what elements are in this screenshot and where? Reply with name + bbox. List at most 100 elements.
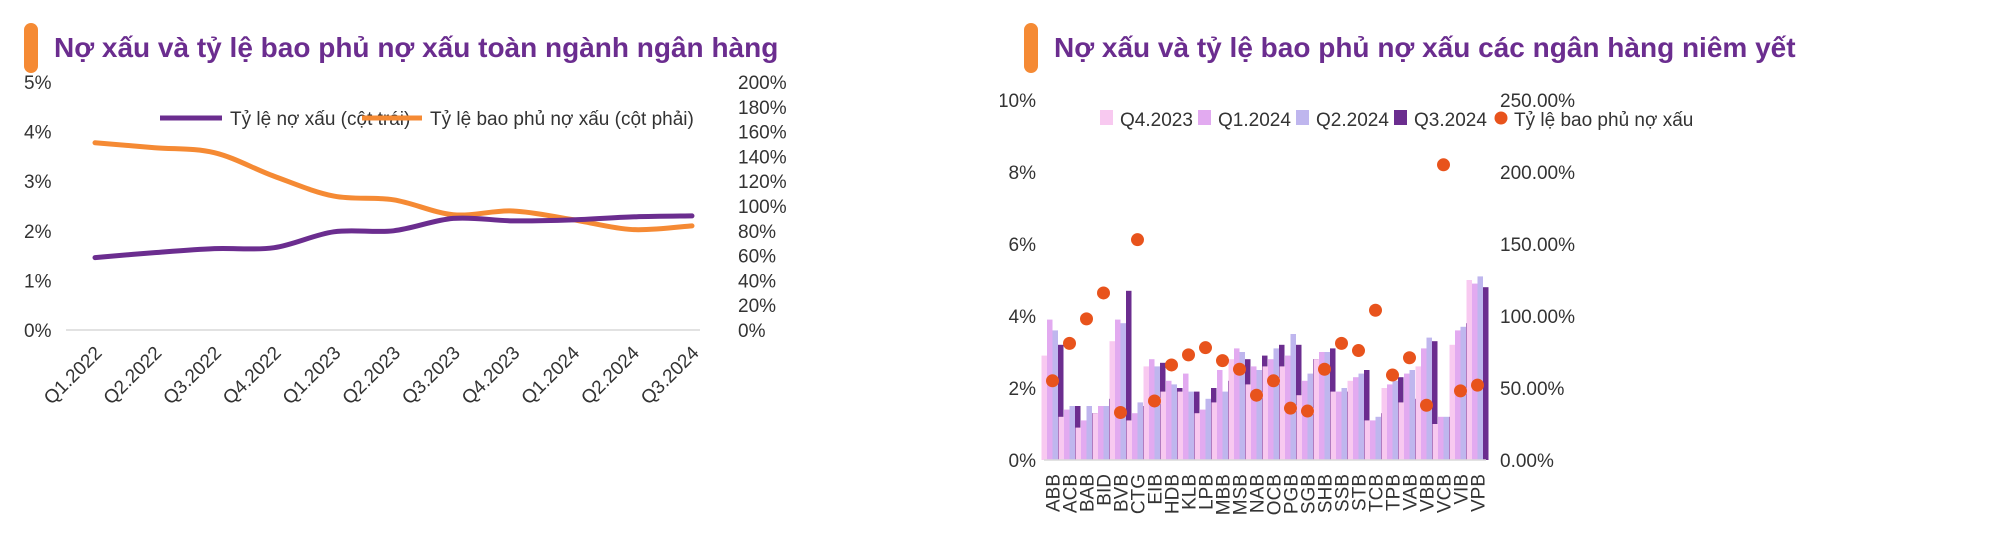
- y-right-tick-label: 0.00%: [1500, 451, 1554, 472]
- coverage-dot-pgb: [1284, 401, 1297, 415]
- bar-klb-q2-2024: [1188, 391, 1194, 460]
- x-tick-label: Q2.2023: [339, 343, 405, 409]
- bar-eib-q1-2024: [1149, 359, 1155, 460]
- legend-swatch-q1-2024: [1198, 110, 1211, 125]
- bar-vcb-q1-2024: [1438, 416, 1444, 460]
- y-left-tick-label: 5%: [24, 73, 52, 94]
- bar-ocb-q4-2023: [1262, 366, 1268, 460]
- bar-ctg-q2-2024: [1137, 402, 1143, 460]
- x-tick-label: Q1.2023: [279, 343, 345, 409]
- bar-abb-q2-2024: [1052, 330, 1058, 460]
- y-left-tick-label: 4%: [1009, 307, 1037, 328]
- coverage-dot-vbb: [1420, 398, 1433, 412]
- bar-tcb-q2-2024: [1375, 416, 1381, 460]
- bar-stb-q2-2024: [1358, 373, 1364, 460]
- x-tick-label: Q4.2022: [219, 343, 285, 409]
- bar-tcb-q4-2023: [1364, 420, 1370, 460]
- x-tick-label: Q4.2023: [458, 343, 524, 409]
- bar-pgb-q4-2023: [1279, 366, 1285, 460]
- x-tick-label: SSB: [1333, 474, 1354, 512]
- bar-bab-q2-2024: [1086, 406, 1092, 460]
- legend-label: Q3.2024: [1414, 110, 1487, 131]
- bar-vib-q4-2023: [1449, 344, 1455, 460]
- x-tick-label: Q1.2022: [40, 343, 106, 409]
- bar-eib-q4-2023: [1143, 366, 1149, 460]
- x-tick-label: TCB: [1367, 474, 1388, 512]
- coverage-ratio-line: [92, 140, 695, 233]
- x-tick-label: CTG: [1129, 474, 1150, 514]
- bar-abb-q4-2023: [1041, 355, 1047, 460]
- y-right-tick-label: 100%: [738, 197, 787, 218]
- y-right-tick-label: 200%: [738, 73, 787, 94]
- bar-tcb-q1-2024: [1370, 420, 1376, 460]
- y-right-tick-label: 50.00%: [1500, 379, 1565, 400]
- y-right-tick-label: 100.00%: [1500, 307, 1575, 328]
- x-tick-label: MSB: [1231, 474, 1252, 515]
- y-left-tick-label: 10%: [1000, 91, 1036, 112]
- bar-vab-q1-2024: [1404, 373, 1410, 460]
- bar-tpb-q1-2024: [1387, 384, 1393, 460]
- x-tick-label: EIB: [1146, 474, 1167, 505]
- x-tick-label: VBB: [1418, 474, 1439, 512]
- y-left-tick-label: 0%: [1009, 451, 1037, 472]
- bar-abb-q3-2024: [1058, 344, 1064, 460]
- bar-lpb-q2-2024: [1205, 398, 1211, 460]
- bar-ssb-q4-2023: [1330, 391, 1336, 460]
- bar-acb-q2-2024: [1069, 406, 1075, 460]
- bar-shb-q4-2023: [1313, 359, 1319, 460]
- bar-stb-q3-2024: [1364, 370, 1370, 460]
- left-title-row: Nợ xấu và tỷ lệ bao phủ nợ xấu toàn ngàn…: [24, 22, 778, 74]
- bar-tpb-q2-2024: [1392, 380, 1398, 460]
- bar-sgb-q1-2024: [1302, 380, 1308, 460]
- x-tick-label: ABB: [1044, 474, 1065, 512]
- legend-swatch-q3-2024: [1394, 110, 1407, 125]
- x-tick-label: Q1.2024: [518, 342, 585, 409]
- legend-coverage-dot: [1494, 111, 1508, 125]
- x-tick-label: VCB: [1435, 474, 1456, 513]
- bar-bid-q4-2023: [1092, 413, 1098, 460]
- bar-bab-q4-2023: [1075, 427, 1081, 460]
- bar-msb-q1-2024: [1234, 348, 1240, 460]
- coverage-dot-tcb: [1369, 303, 1382, 317]
- y-right-tick-label: 150.00%: [1500, 235, 1575, 256]
- y-right-tick-label: 60%: [738, 247, 776, 268]
- y-right-tick-label: 180%: [738, 98, 787, 119]
- y-left-tick-label: 1%: [24, 271, 52, 292]
- bar-ctg-q4-2023: [1126, 420, 1132, 460]
- bar-abb-q1-2024: [1047, 319, 1053, 460]
- bar-bvb-q2-2024: [1120, 323, 1126, 460]
- coverage-dot-ocb: [1267, 374, 1280, 388]
- bar-mbb-q2-2024: [1222, 391, 1228, 460]
- x-tick-label: BID: [1095, 474, 1116, 506]
- bar-hdb-q1-2024: [1166, 380, 1172, 460]
- bar-bvb-q1-2024: [1115, 319, 1121, 460]
- bar-bvb-q4-2023: [1109, 341, 1115, 460]
- legend-label: Q4.2023: [1120, 110, 1193, 131]
- left-title-accent: [24, 23, 38, 73]
- x-tick-label: HDB: [1163, 474, 1184, 514]
- bar-bid-q1-2024: [1098, 406, 1104, 460]
- y-left-tick-label: 8%: [1009, 163, 1037, 184]
- x-tick-label: BAB: [1078, 474, 1099, 512]
- x-tick-label: KLB: [1180, 474, 1201, 510]
- bar-eib-q2-2024: [1154, 366, 1160, 460]
- coverage-dot-nab: [1250, 388, 1263, 402]
- x-tick-label: LPB: [1197, 474, 1218, 510]
- bar-shb-q2-2024: [1324, 352, 1330, 460]
- y-right-tick-label: 20%: [738, 296, 776, 317]
- bar-nab-q4-2023: [1245, 384, 1251, 460]
- bar-vpb-q3-2024: [1483, 287, 1489, 460]
- npl-listed-banks-bar-chart: 0% 2% 4% 6% 8% 10% 0.00% 50.00% 100.00% 150.00% 20…: [1000, 91, 1693, 515]
- npl-listed-banks-panel: Nợ xấu và tỷ lệ bao phủ nợ xấu các ngân …: [1000, 0, 2000, 534]
- x-tick-label: VPB: [1469, 474, 1490, 512]
- npl-industry-panel: Nợ xấu và tỷ lệ bao phủ nợ xấu toàn ngàn…: [24, 22, 787, 409]
- bar-nab-q2-2024: [1256, 370, 1262, 460]
- coverage-dot-vib: [1454, 384, 1467, 398]
- bar-acb-q4-2023: [1058, 416, 1064, 460]
- bar-ocb-q2-2024: [1273, 348, 1279, 460]
- x-tick-label: TPB: [1384, 474, 1405, 511]
- right-title-accent: [1024, 23, 1038, 73]
- coverage-dot-bid: [1097, 286, 1110, 300]
- bar-vbb-q4-2023: [1415, 366, 1421, 460]
- y-left-tick-label: 3%: [24, 172, 52, 193]
